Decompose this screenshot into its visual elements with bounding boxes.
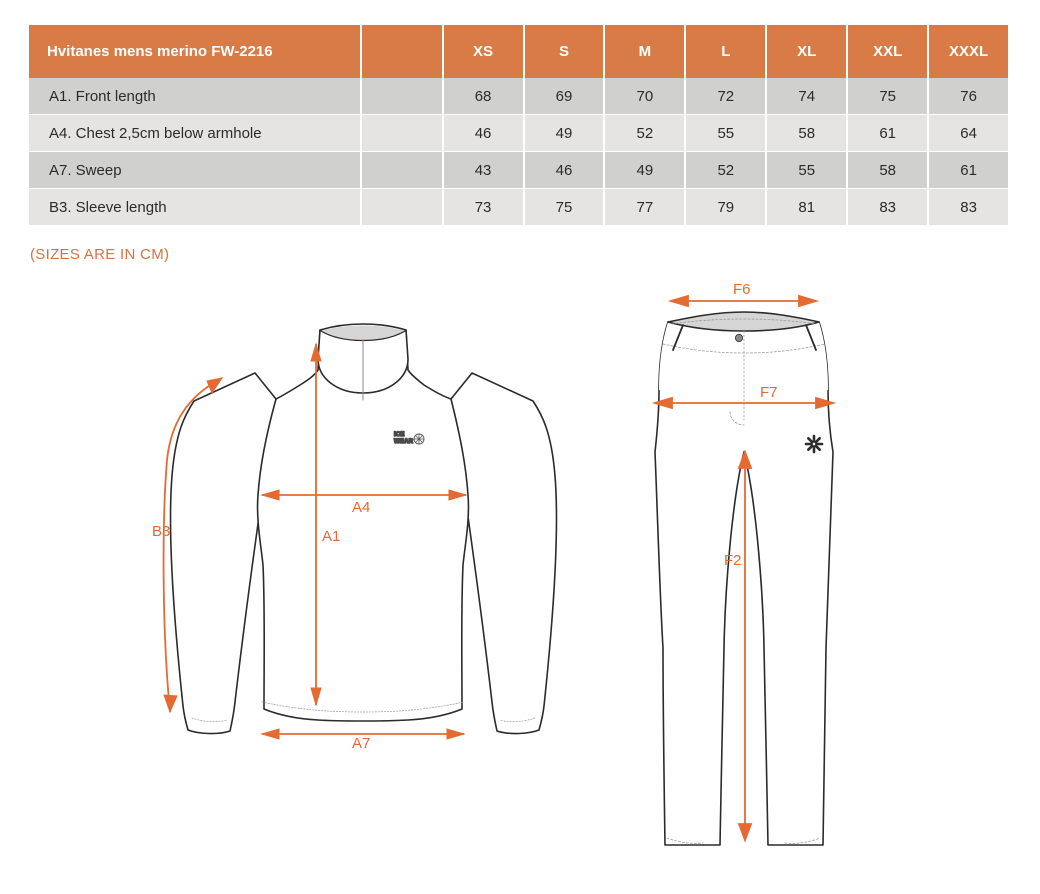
svg-text:F6: F6 <box>733 281 751 298</box>
svg-text:F7: F7 <box>760 384 778 401</box>
svg-text:B3: B3 <box>152 523 170 540</box>
svg-text:F2: F2 <box>724 552 742 569</box>
svg-text:A1: A1 <box>322 528 340 545</box>
svg-text:WEAR: WEAR <box>394 439 414 445</box>
svg-text:ICE: ICE <box>394 432 405 438</box>
svg-text:A4: A4 <box>352 499 370 516</box>
svg-text:A7: A7 <box>352 735 370 752</box>
